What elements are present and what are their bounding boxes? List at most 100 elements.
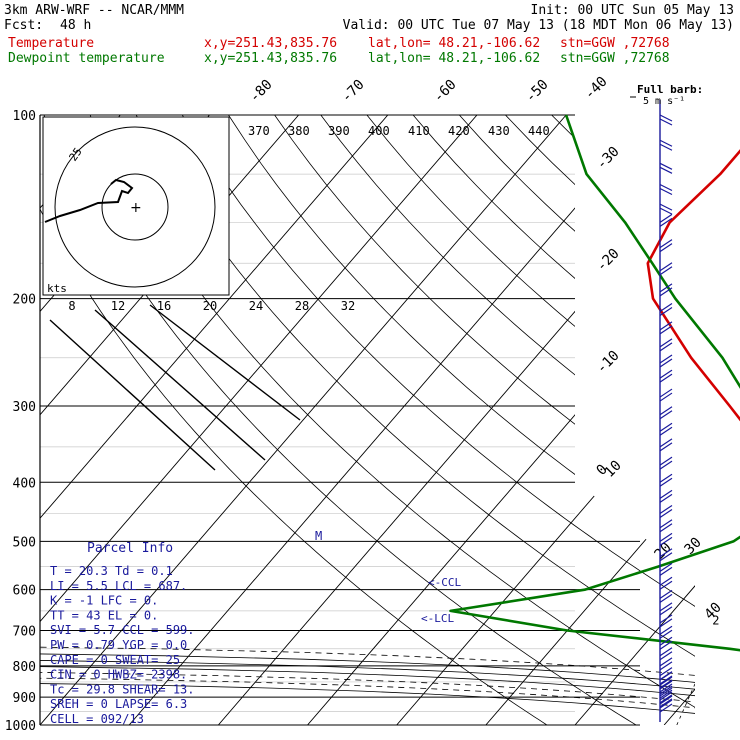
wind-barb xyxy=(659,406,673,420)
parcel-info-row: LI = 5.5 LCL = 687. xyxy=(50,579,187,593)
wind-barb xyxy=(659,589,673,603)
temperature-latlon: lat,lon= 48.21,-106.62 xyxy=(368,36,541,51)
pressure-tick-900: 900 xyxy=(13,691,36,706)
wind-barb xyxy=(659,369,673,383)
wind-barb xyxy=(659,687,673,697)
isotherm xyxy=(663,115,695,725)
wind-barb xyxy=(659,262,673,276)
wind-barb xyxy=(659,519,673,533)
hodograph-speed-tick-16: 16 xyxy=(157,299,171,313)
mixing-ratio-label-2: 2 xyxy=(712,614,719,628)
hodograph-speed-tick-32: 32 xyxy=(341,299,355,313)
isotherm-label--60: -60 xyxy=(431,77,460,106)
wind-barb xyxy=(659,679,673,689)
dry-adiabat xyxy=(40,115,548,725)
isotherm xyxy=(40,115,478,725)
pressure-tick-300: 300 xyxy=(13,400,36,415)
wind-barb xyxy=(659,576,673,590)
pressure-tick-700: 700 xyxy=(13,625,36,640)
dry-adiabat xyxy=(366,115,695,725)
isotherm-label--10: -10 xyxy=(594,348,623,377)
wind-barb xyxy=(659,473,673,487)
isotherm-label--40: -40 xyxy=(582,74,611,103)
temperature-station: stn=GGW ,72768 xyxy=(560,36,670,51)
dewpoint-line xyxy=(449,114,740,652)
hodograph-speed-line xyxy=(149,304,301,421)
wind-barb xyxy=(659,657,673,671)
hodograph-trace xyxy=(44,178,134,223)
isotherm-label--80: -80 xyxy=(247,77,276,106)
dry-adiabat xyxy=(89,115,695,725)
dry-adiabat xyxy=(412,115,695,725)
wind-barb xyxy=(659,422,673,436)
wind-barb xyxy=(659,695,673,705)
parcel-info-row: CAPE = 0 SWEAT= 25 xyxy=(50,653,180,667)
barb-legend-title: Full barb: xyxy=(637,83,703,96)
wind-barb xyxy=(659,699,673,709)
pressure-tick-600: 600 xyxy=(13,584,36,599)
pressure-tick-500: 500 xyxy=(13,535,36,550)
pressure-tick-800: 800 xyxy=(13,660,36,675)
barb-legend-value: 5 m s⁻¹ xyxy=(643,96,685,107)
wind-barb xyxy=(659,354,673,368)
hodograph-speed-line xyxy=(49,319,216,471)
parcel-info-row: CIN = 0 HWBZ= 2398. xyxy=(50,668,187,682)
wind-barb xyxy=(659,321,673,335)
wind-barb xyxy=(659,703,673,713)
temperature-xy: x,y=251.43,835.76 xyxy=(204,36,338,51)
wind-barb xyxy=(659,676,673,690)
hodograph-ring-inner xyxy=(101,173,169,241)
isotherm-label-40: 40 xyxy=(702,600,725,623)
dry-adiabat xyxy=(274,115,695,725)
isotherm xyxy=(574,115,695,725)
wind-barb xyxy=(659,647,673,661)
wind-barb xyxy=(659,303,673,317)
hodograph-speed-tick-12: 12 xyxy=(111,299,125,313)
parcel-info-row: CELL = 092/13 xyxy=(50,712,144,726)
pressure-tick-100: 100 xyxy=(13,109,36,124)
dry-adiabat xyxy=(228,115,695,725)
hodograph-kts-label: kts xyxy=(47,282,67,295)
dry-adiabat xyxy=(181,115,695,725)
hodograph-speed-tick-8: 8 xyxy=(68,299,75,313)
wind-barb xyxy=(659,671,673,681)
wind-barb xyxy=(659,504,673,518)
moist-adiabat xyxy=(40,668,695,725)
wind-barb xyxy=(659,213,673,227)
isotherm xyxy=(40,115,567,725)
wind-barb xyxy=(659,614,673,628)
wind-barb xyxy=(659,685,673,699)
isotherm-label--50: -50 xyxy=(523,77,552,106)
parcel-info-row: T = 20.3 Td = 0.1 xyxy=(50,564,173,578)
isotherm xyxy=(485,115,695,725)
theta-label-370: 370 xyxy=(248,124,270,138)
dry-adiabat xyxy=(505,115,695,725)
wind-barb xyxy=(659,388,673,402)
theta-label-430: 430 xyxy=(488,124,510,138)
wind-barb xyxy=(659,203,673,215)
parcel-info-row: TT = 43 EL = 0. xyxy=(50,608,158,622)
parcel-info-row: SVI = 5.7 CCL = 599. xyxy=(50,623,195,637)
dry-adiabat xyxy=(597,115,695,725)
forecast-hour: 48 h xyxy=(60,18,92,33)
wind-barb xyxy=(659,625,673,639)
valid-time: Valid: 00 UTC Tue 07 May 13 (18 MDT Mon … xyxy=(342,18,734,33)
hodograph-ring-label: 25 xyxy=(67,145,85,163)
theta-label-400: 400 xyxy=(368,124,390,138)
wind-barb xyxy=(659,532,673,546)
parcel-info-row: Tc = 29.8 SHEAR= 13. xyxy=(50,682,195,696)
parcel-info-row: SREH = 0 LAPSE= 6.3 xyxy=(50,697,187,711)
dewpoint-latlon: lat,lon= 48.21,-106.62 xyxy=(368,51,541,66)
pressure-tick-400: 400 xyxy=(13,476,36,491)
dry-adiabat xyxy=(320,115,695,725)
temperature-legend-label: Temperature xyxy=(8,36,95,51)
ccl-marker: <-CCL xyxy=(428,576,461,589)
hodograph-ring-outer xyxy=(54,126,216,288)
pressure-tick-1000: 1000 xyxy=(5,719,36,734)
mixing-ratio-line xyxy=(724,590,740,725)
wind-barb xyxy=(659,183,673,196)
theta-label-380: 380 xyxy=(288,124,310,138)
hodograph-speed-line xyxy=(94,309,266,461)
wind-barb xyxy=(659,283,673,297)
